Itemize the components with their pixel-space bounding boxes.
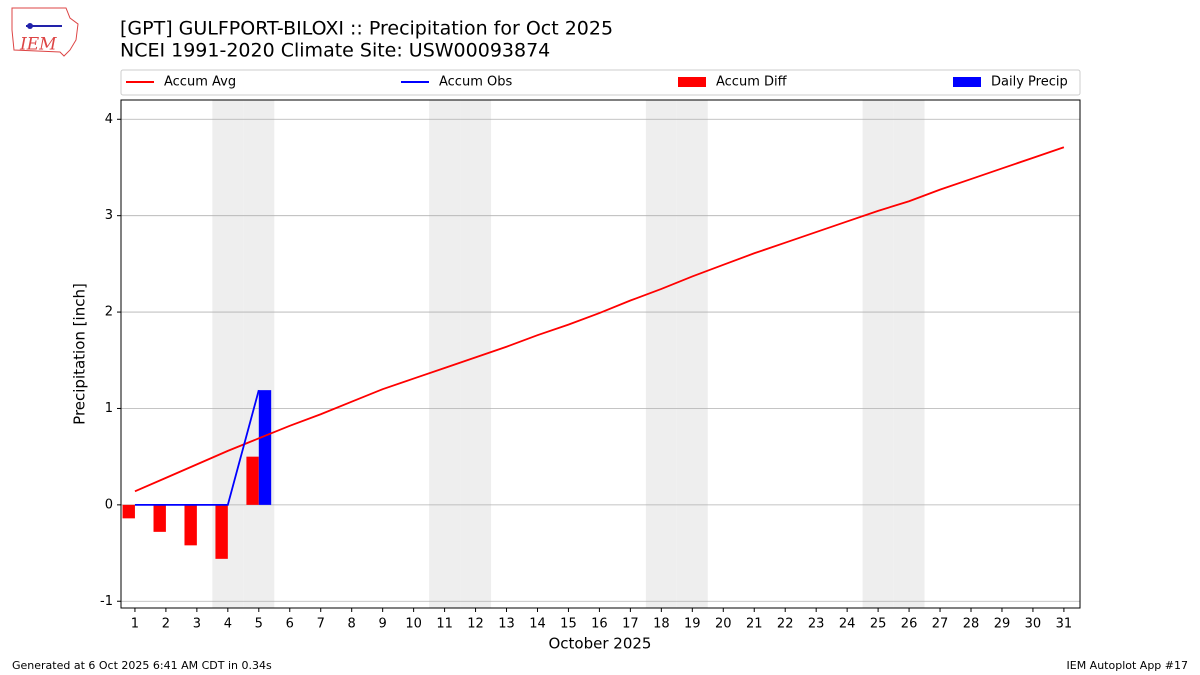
logo: IEM — [11, 7, 79, 57]
x-tick-label: 26 — [901, 617, 918, 632]
x-tick-label: 19 — [684, 617, 701, 632]
bar — [215, 504, 228, 559]
x-tick-label: 20 — [715, 617, 732, 632]
x-tick-label: 15 — [560, 617, 577, 632]
weekend-shade — [676, 100, 708, 608]
weekend-shade — [645, 100, 677, 608]
x-tick-label: 28 — [963, 617, 980, 632]
y-tick-label: 2 — [105, 305, 113, 320]
x-tick-label: 25 — [870, 617, 887, 632]
legend-label: Daily Precip — [991, 75, 1068, 90]
y-axis-label: Precipitation [inch] — [71, 283, 89, 425]
x-tick-label: 2 — [162, 617, 170, 632]
weekend-shade — [243, 100, 275, 608]
footer-left: Generated at 6 Oct 2025 6:41 AM CDT in 0… — [12, 659, 272, 672]
x-tick-label: 18 — [653, 617, 670, 632]
x-tick-label: 21 — [746, 617, 763, 632]
x-tick-label: 7 — [317, 617, 325, 632]
x-tick-label: 14 — [529, 617, 546, 632]
legend-label: Accum Diff — [716, 75, 788, 90]
x-tick-label: 24 — [839, 617, 856, 632]
x-tick-label: 3 — [193, 617, 201, 632]
x-tick-label: 27 — [932, 617, 949, 632]
x-tick-label: 11 — [436, 617, 453, 632]
line — [134, 146, 1065, 493]
x-tick-label: 8 — [348, 617, 356, 632]
x-tick-label: 16 — [591, 617, 608, 632]
y-tick-label: -1 — [100, 594, 113, 609]
legend-box — [120, 69, 1081, 96]
y-tick-label: 4 — [105, 112, 113, 127]
x-tick-label: 1 — [131, 617, 139, 632]
x-tick-label: 10 — [405, 617, 422, 632]
x-tick-label: 13 — [498, 617, 515, 632]
x-tick-label: 17 — [622, 617, 639, 632]
x-tick-label: 23 — [808, 617, 825, 632]
x-tick-label: 5 — [255, 617, 263, 632]
legend-label: Accum Avg — [164, 75, 236, 90]
chart-subtitle: NCEI 1991-2020 Climate Site: USW00093874 — [120, 40, 550, 62]
x-tick-label: 29 — [994, 617, 1011, 632]
legend-swatch — [953, 77, 981, 87]
y-tick-label: 3 — [105, 208, 113, 223]
legend-label: Accum Obs — [439, 75, 512, 90]
weekend-shade — [429, 100, 461, 608]
x-axis-label: October 2025 — [549, 635, 652, 653]
weekend-shade — [862, 100, 894, 608]
footer-right: IEM Autoplot App #17 — [1067, 659, 1189, 672]
y-tick-label: 1 — [105, 401, 113, 416]
x-tick-label: 30 — [1025, 617, 1042, 632]
legend-swatch — [678, 77, 706, 87]
x-tick-label: 6 — [286, 617, 294, 632]
chart-title: [GPT] GULFPORT-BILOXI :: Precipitation f… — [120, 18, 613, 40]
bar — [184, 504, 197, 546]
weekend-shade — [893, 100, 925, 608]
x-tick-label: 12 — [467, 617, 484, 632]
x-tick-label: 9 — [379, 617, 387, 632]
plot-frame — [120, 99, 1081, 609]
bar — [153, 504, 166, 532]
bar — [246, 456, 259, 505]
x-tick-label: 31 — [1056, 617, 1073, 632]
x-tick-label: 22 — [777, 617, 794, 632]
bar — [122, 504, 135, 519]
logo-text: IEM — [19, 35, 57, 55]
bar — [258, 390, 272, 505]
line — [134, 389, 260, 506]
y-tick-label: 0 — [105, 497, 113, 512]
x-tick-label: 4 — [224, 617, 232, 632]
